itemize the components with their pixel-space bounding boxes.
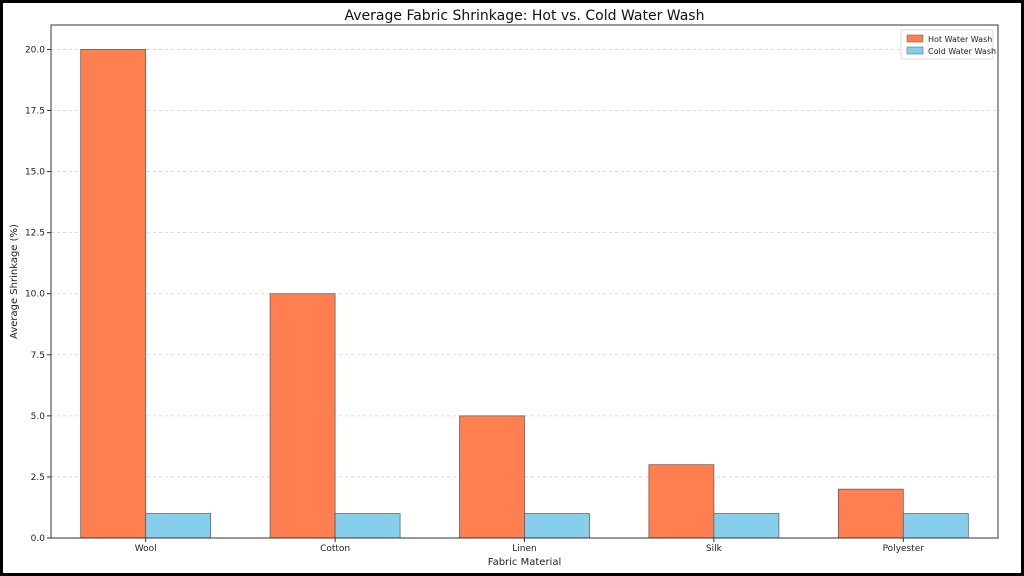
bar-linen-hot xyxy=(459,415,525,539)
y-axis-ticks: 0.0 2.5 5.0 7.5 10.0 12.5 15.0 17.5 20.0 xyxy=(25,45,51,544)
y-tick-label: 10.0 xyxy=(25,290,45,300)
y-tick-label: 7.5 xyxy=(31,351,45,361)
grid-lines xyxy=(51,49,998,478)
bar-cotton-cold xyxy=(334,513,401,539)
y-axis-label: Average Shrinkage (%) xyxy=(9,224,20,339)
y-tick-label: 12.5 xyxy=(25,229,45,239)
bar-wool-cold xyxy=(145,513,212,539)
y-tick-label: 2.5 xyxy=(31,473,45,483)
chart-frame: Average Fabric Shrinkage: Hot vs. Cold W… xyxy=(3,3,1021,573)
legend-entry: Cold Water Wash xyxy=(928,47,996,56)
x-tick-label: Cotton xyxy=(320,544,350,554)
bar-polyester-hot xyxy=(837,488,904,539)
bar-linen-cold xyxy=(524,513,590,539)
y-tick-label: 17.5 xyxy=(25,107,45,117)
legend: Hot Water Wash Cold Water Wash xyxy=(900,29,996,60)
bar-polyester-cold xyxy=(902,513,969,539)
x-tick-label: Linen xyxy=(512,544,536,554)
y-tick-label: 20.0 xyxy=(25,45,45,55)
bar-wool-hot xyxy=(80,49,147,539)
x-tick-label: Wool xyxy=(135,544,157,554)
y-tick-label: 15.0 xyxy=(25,168,45,178)
x-tick-label: Silk xyxy=(706,544,723,554)
x-axis-ticks: Wool Cotton Linen Silk Polyester xyxy=(135,538,925,554)
bars xyxy=(80,49,969,539)
bar-silk-cold xyxy=(713,513,780,539)
legend-box xyxy=(900,29,994,60)
y-tick-label: 5.0 xyxy=(31,412,46,422)
legend-entry: Hot Water Wash xyxy=(928,35,992,44)
bar-chart: Average Fabric Shrinkage: Hot vs. Cold W… xyxy=(9,8,999,568)
chart-title: Average Fabric Shrinkage: Hot vs. Cold W… xyxy=(345,8,705,24)
bar-cotton-hot xyxy=(269,293,336,539)
x-axis-label: Fabric Material xyxy=(488,557,562,568)
legend-swatch xyxy=(906,34,924,43)
legend-swatch xyxy=(906,46,924,55)
x-tick-label: Polyester xyxy=(883,544,925,554)
y-tick-label: 0.0 xyxy=(31,534,46,544)
bar-silk-hot xyxy=(648,464,715,539)
